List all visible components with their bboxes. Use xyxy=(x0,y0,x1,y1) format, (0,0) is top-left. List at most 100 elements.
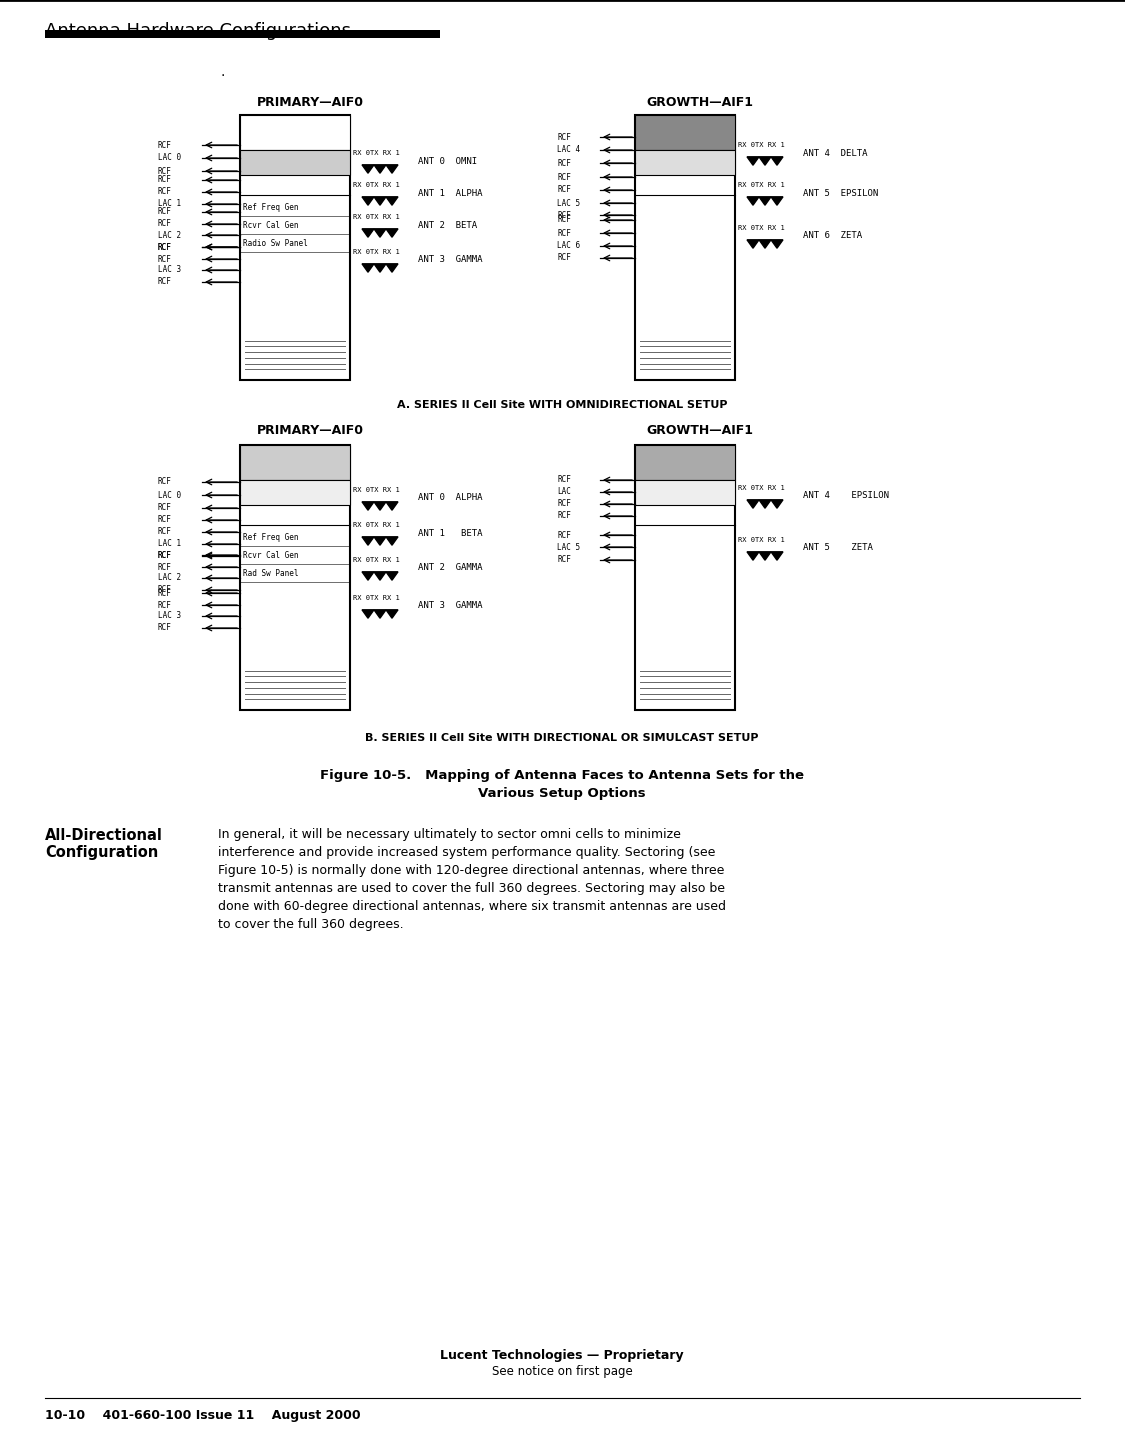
Text: RCF: RCF xyxy=(557,216,570,225)
Text: to cover the full 360 degrees.: to cover the full 360 degrees. xyxy=(218,918,404,931)
Text: transmit antennas are used to cover the full 360 degrees. Sectoring may also be: transmit antennas are used to cover the … xyxy=(218,882,724,895)
Text: GROWTH—AIF1: GROWTH—AIF1 xyxy=(647,423,754,436)
Polygon shape xyxy=(386,502,398,511)
Text: RX 0TX RX 1: RX 0TX RX 1 xyxy=(738,538,785,543)
Text: LAC 2: LAC 2 xyxy=(158,230,181,239)
Bar xyxy=(45,30,440,39)
Bar xyxy=(634,114,735,150)
Text: LAC 2: LAC 2 xyxy=(158,573,181,582)
Polygon shape xyxy=(374,536,386,545)
Text: 10-10    401-660-100 Issue 11    August 2000: 10-10 401-660-100 Issue 11 August 2000 xyxy=(45,1409,361,1421)
Text: RCF: RCF xyxy=(557,499,570,509)
Text: RCF: RCF xyxy=(557,512,570,521)
Polygon shape xyxy=(374,164,386,173)
Text: RCF: RCF xyxy=(158,219,172,229)
Text: RX 0TX RX 1: RX 0TX RX 1 xyxy=(353,249,399,255)
Text: RCF: RCF xyxy=(158,255,172,263)
Text: In general, it will be necessary ultimately to sector omni cells to minimize: In general, it will be necessary ultimat… xyxy=(218,828,681,841)
Text: RX 0TX RX 1: RX 0TX RX 1 xyxy=(738,182,785,187)
Text: RCF: RCF xyxy=(557,531,570,539)
Text: ANT 2  GAMMA: ANT 2 GAMMA xyxy=(418,563,483,572)
Polygon shape xyxy=(771,157,783,166)
Polygon shape xyxy=(747,500,759,508)
Text: Lucent Technologies — Proprietary: Lucent Technologies — Proprietary xyxy=(440,1348,684,1361)
Text: RCF: RCF xyxy=(557,476,570,485)
Text: LAC 5: LAC 5 xyxy=(557,199,580,207)
Text: LAC 4: LAC 4 xyxy=(557,146,580,154)
Text: .: . xyxy=(220,64,224,79)
Text: RX 0TX RX 1: RX 0TX RX 1 xyxy=(353,214,399,220)
Text: RCF: RCF xyxy=(158,176,172,184)
Text: RX 0TX RX 1: RX 0TX RX 1 xyxy=(353,595,399,601)
Text: RX 0TX RX 1: RX 0TX RX 1 xyxy=(353,182,399,187)
Polygon shape xyxy=(362,609,374,618)
Text: RCF: RCF xyxy=(158,551,172,559)
Text: RCF: RCF xyxy=(158,187,172,196)
Text: Rcvr Cal Gen: Rcvr Cal Gen xyxy=(243,551,298,559)
Text: LAC 0: LAC 0 xyxy=(158,153,181,163)
Polygon shape xyxy=(374,609,386,618)
Polygon shape xyxy=(386,536,398,545)
Text: Rad Sw Panel: Rad Sw Panel xyxy=(243,569,298,578)
Text: RX 0TX RX 1: RX 0TX RX 1 xyxy=(353,150,399,156)
Bar xyxy=(240,114,350,380)
Text: ANT 5    ZETA: ANT 5 ZETA xyxy=(803,543,873,552)
Polygon shape xyxy=(386,229,398,237)
Bar xyxy=(240,480,350,505)
Polygon shape xyxy=(386,164,398,173)
Text: B. SERIES II Cell Site WITH DIRECTIONAL OR SIMULCAST SETUP: B. SERIES II Cell Site WITH DIRECTIONAL … xyxy=(366,734,758,744)
Polygon shape xyxy=(362,229,374,237)
Text: LAC 1: LAC 1 xyxy=(158,200,181,209)
Polygon shape xyxy=(771,197,783,204)
Text: RX 0TX RX 1: RX 0TX RX 1 xyxy=(738,142,785,147)
Text: ANT 4  DELTA: ANT 4 DELTA xyxy=(803,149,867,157)
Polygon shape xyxy=(386,263,398,272)
Text: RX 0TX RX 1: RX 0TX RX 1 xyxy=(353,522,399,528)
Text: LAC 3: LAC 3 xyxy=(158,266,181,275)
Text: RCF: RCF xyxy=(158,277,172,286)
Text: RCF: RCF xyxy=(158,601,172,609)
Text: LAC 0: LAC 0 xyxy=(158,490,181,499)
Polygon shape xyxy=(759,500,771,508)
Text: ANT 2  BETA: ANT 2 BETA xyxy=(418,220,477,229)
Text: RCF: RCF xyxy=(158,515,172,525)
Text: LAC 5: LAC 5 xyxy=(557,542,580,552)
Text: LAC 3: LAC 3 xyxy=(158,612,181,621)
Text: RCF: RCF xyxy=(158,585,172,595)
Polygon shape xyxy=(759,197,771,204)
Polygon shape xyxy=(362,572,374,581)
Polygon shape xyxy=(362,502,374,511)
Polygon shape xyxy=(771,240,783,249)
Polygon shape xyxy=(747,197,759,204)
Text: LAC: LAC xyxy=(557,488,570,496)
Text: ANT 3  GAMMA: ANT 3 GAMMA xyxy=(418,256,483,265)
Text: Ref Freq Gen: Ref Freq Gen xyxy=(243,532,298,542)
Bar xyxy=(240,445,350,711)
Polygon shape xyxy=(759,240,771,249)
Text: ANT 5  EPSILON: ANT 5 EPSILON xyxy=(803,189,879,197)
Polygon shape xyxy=(374,572,386,581)
Text: RCF: RCF xyxy=(557,253,570,263)
Text: LAC 6: LAC 6 xyxy=(557,242,580,250)
Polygon shape xyxy=(374,263,386,272)
Text: PRIMARY—AIF0: PRIMARY—AIF0 xyxy=(256,423,363,436)
Polygon shape xyxy=(771,552,783,561)
Text: RCF: RCF xyxy=(158,562,172,572)
Text: ANT 1   BETA: ANT 1 BETA xyxy=(418,529,483,538)
Text: Rcvr Cal Gen: Rcvr Cal Gen xyxy=(243,220,298,229)
Polygon shape xyxy=(759,552,771,561)
Bar xyxy=(240,150,350,174)
Bar xyxy=(634,114,735,380)
Text: Figure 10-5.   Mapping of Antenna Faces to Antenna Sets for the: Figure 10-5. Mapping of Antenna Faces to… xyxy=(319,768,804,782)
Text: RCF: RCF xyxy=(158,623,172,632)
Text: A. SERIES II Cell Site WITH OMNIDIRECTIONAL SETUP: A. SERIES II Cell Site WITH OMNIDIRECTIO… xyxy=(397,400,727,410)
Polygon shape xyxy=(374,502,386,511)
Polygon shape xyxy=(771,500,783,508)
Polygon shape xyxy=(386,572,398,581)
Text: Antenna Hardware Configurations: Antenna Hardware Configurations xyxy=(45,21,351,40)
Text: All-Directional: All-Directional xyxy=(45,828,163,844)
Polygon shape xyxy=(386,609,398,618)
Polygon shape xyxy=(362,263,374,272)
Text: RCF: RCF xyxy=(557,173,570,182)
Text: GROWTH—AIF1: GROWTH—AIF1 xyxy=(647,96,754,109)
